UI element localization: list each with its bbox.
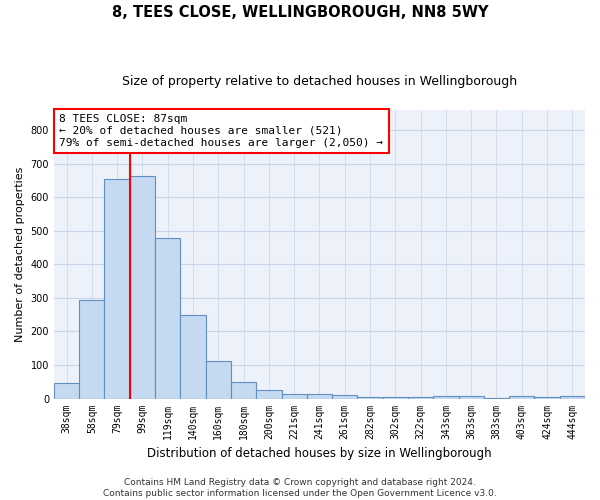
Bar <box>104 179 130 398</box>
Text: 8 TEES CLOSE: 87sqm
← 20% of detached houses are smaller (521)
79% of semi-detac: 8 TEES CLOSE: 87sqm ← 20% of detached ho… <box>59 114 383 148</box>
Bar <box>155 238 181 398</box>
Bar <box>181 314 206 398</box>
Bar <box>307 394 332 398</box>
Bar <box>358 396 383 398</box>
Bar <box>256 390 281 398</box>
Text: 8, TEES CLOSE, WELLINGBOROUGH, NN8 5WY: 8, TEES CLOSE, WELLINGBOROUGH, NN8 5WY <box>112 5 488 20</box>
Bar <box>535 397 560 398</box>
Bar <box>231 382 256 398</box>
Bar <box>433 396 458 398</box>
Bar <box>383 396 408 398</box>
Bar <box>79 300 104 398</box>
X-axis label: Distribution of detached houses by size in Wellingborough: Distribution of detached houses by size … <box>147 447 492 460</box>
Bar <box>54 384 79 398</box>
Bar <box>458 396 484 398</box>
Title: Size of property relative to detached houses in Wellingborough: Size of property relative to detached ho… <box>122 75 517 88</box>
Text: Contains HM Land Registry data © Crown copyright and database right 2024.
Contai: Contains HM Land Registry data © Crown c… <box>103 478 497 498</box>
Bar <box>332 395 358 398</box>
Bar <box>206 360 231 399</box>
Y-axis label: Number of detached properties: Number of detached properties <box>15 166 25 342</box>
Bar <box>281 394 307 398</box>
Bar <box>130 176 155 398</box>
Bar <box>408 397 433 398</box>
Bar <box>509 396 535 398</box>
Bar <box>560 396 585 398</box>
